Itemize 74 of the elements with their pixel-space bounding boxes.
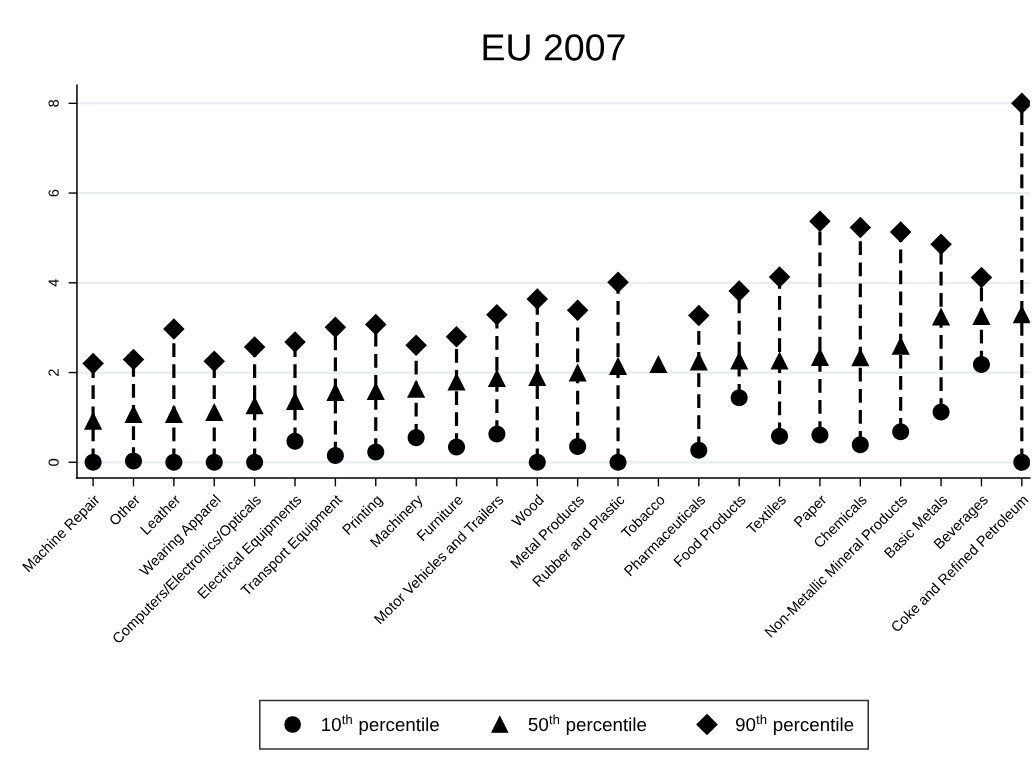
point [324,316,347,338]
point [730,389,748,407]
point [891,336,910,355]
point [203,350,226,373]
point [84,453,102,471]
point [972,355,990,373]
point [811,426,829,444]
point [326,447,344,465]
point [528,453,546,471]
point [889,221,912,243]
point [84,411,103,430]
point [163,318,185,340]
point [932,403,950,421]
point [608,356,628,375]
point [932,307,951,326]
point [649,354,668,374]
point [124,404,143,423]
legend-label: 90$^{th}$ percentile [735,714,854,735]
point [205,403,224,422]
point [1012,305,1030,324]
point [448,438,466,456]
point [526,288,549,310]
point [849,216,872,239]
point [1013,453,1030,471]
point [367,443,385,461]
point [770,351,789,370]
y-tick-label: 6 [48,189,59,197]
y-tick-label: 2 [48,369,59,376]
point [285,391,305,410]
point [851,436,869,454]
point [124,452,142,470]
point [164,404,183,423]
point [165,453,183,471]
point [768,266,791,288]
point [246,453,264,471]
point [407,429,425,447]
point [688,304,710,327]
point [82,352,104,375]
point [607,271,629,294]
point [366,381,385,401]
y-tick-label: 0 [48,458,59,466]
y-tick-label: 8 [48,99,59,107]
point [284,331,306,353]
point [243,336,266,358]
legend-label: 50$^{th}$ percentile [528,714,647,735]
point [528,367,547,387]
point [970,266,993,289]
chart-title: EU 2007 [483,34,625,61]
point [609,453,627,471]
y-tick-label: 4 [48,279,59,287]
point [728,280,750,302]
point [689,352,708,371]
point [690,441,708,459]
point [488,425,506,443]
point [365,313,387,336]
point [487,368,506,387]
point [851,348,870,367]
point [972,306,991,326]
point [568,363,587,382]
point [205,453,223,471]
point [892,423,910,441]
point [122,348,145,371]
point [569,438,587,456]
point [730,351,749,370]
point [566,299,589,321]
point [771,427,789,445]
point [405,334,427,356]
point [486,303,508,326]
point [930,233,952,255]
point [407,379,426,398]
point [809,210,831,233]
legend-label: 10$^{th}$ percentile [322,714,439,735]
point [286,432,304,450]
point [445,325,468,348]
